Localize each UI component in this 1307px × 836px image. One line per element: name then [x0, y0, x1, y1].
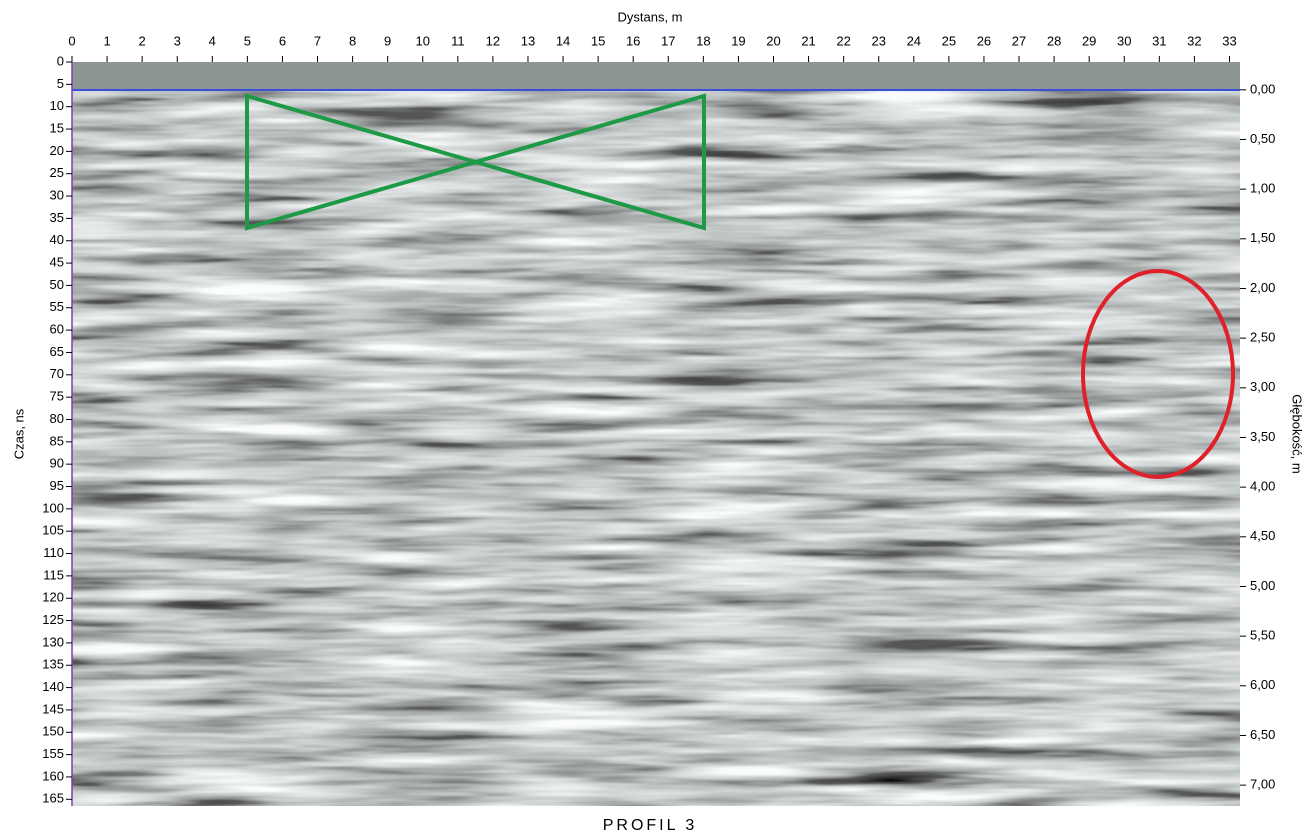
x-axis-title: Dystans, m	[617, 9, 682, 24]
y-tick-label: 80	[50, 411, 64, 426]
y-tick-label: 135	[42, 657, 64, 672]
y-tick-label: 90	[50, 456, 64, 471]
y-tick-label: 130	[42, 634, 64, 649]
y-tick-label: 45	[50, 255, 64, 270]
y-tick-label: 75	[50, 389, 64, 404]
y2-tick-label: 3,00	[1250, 379, 1275, 394]
x-tick-label: 13	[521, 33, 535, 48]
y-tick-label: 40	[50, 232, 64, 247]
y-tick-label: 105	[42, 523, 64, 538]
x-tick-label: 26	[977, 33, 991, 48]
y2-tick-label: 5,00	[1250, 578, 1275, 593]
x-tick-label: 28	[1047, 33, 1061, 48]
y2-tick-label: 2,00	[1250, 280, 1275, 295]
x-tick-label: 23	[871, 33, 885, 48]
y2-tick-label: 1,00	[1250, 181, 1275, 196]
y2-axis-title: Głębokość, m	[1290, 394, 1305, 473]
x-tick-label: 29	[1082, 33, 1096, 48]
y2-tick-label: 5,50	[1250, 628, 1275, 643]
y-tick-label: 10	[50, 98, 64, 113]
y2-tick-label: 1,50	[1250, 230, 1275, 245]
x-tick-label: 18	[696, 33, 710, 48]
y-tick-label: 0	[57, 53, 64, 68]
y-tick-label: 100	[42, 500, 64, 515]
ellipse-annotation	[1081, 269, 1235, 479]
x-tick-label: 22	[836, 33, 850, 48]
x-tick-label: 11	[451, 33, 465, 48]
y-tick-label: 20	[50, 143, 64, 158]
y2-tick-label: 2,50	[1250, 330, 1275, 345]
x-tick-label: 14	[556, 33, 570, 48]
y-tick-label: 15	[50, 120, 64, 135]
y-tick-label: 140	[42, 679, 64, 694]
x-tick-label: 24	[907, 33, 921, 48]
y2-tick-label: 6,50	[1250, 727, 1275, 742]
x-tick-label: 5	[244, 33, 251, 48]
x-tick-label: 7	[314, 33, 321, 48]
y-tick-label: 95	[50, 478, 64, 493]
x-tick-label: 12	[486, 33, 500, 48]
x-tick-label: 15	[591, 33, 605, 48]
y-tick-label: 30	[50, 187, 64, 202]
x-tick-label: 1	[103, 33, 110, 48]
y2-tick-label: 4,00	[1250, 479, 1275, 494]
x-tick-label: 17	[661, 33, 675, 48]
y-tick-label: 25	[50, 165, 64, 180]
x-tick-label: 20	[766, 33, 780, 48]
x-tick-label: 9	[384, 33, 391, 48]
x-tick-label: 2	[139, 33, 146, 48]
caption: PROFIL 3	[603, 817, 698, 834]
y2-tick-label: 0,50	[1250, 131, 1275, 146]
y-tick-label: 110	[43, 545, 64, 560]
x-tick-label: 0	[68, 33, 75, 48]
x-tick-label: 16	[626, 33, 640, 48]
y-tick-label: 145	[42, 701, 64, 716]
y2-tick-label: 0,00	[1250, 81, 1275, 96]
x-tick-label: 21	[801, 33, 815, 48]
y-tick-label: 70	[50, 366, 64, 381]
y-tick-label: 155	[42, 746, 64, 761]
y-tick-label: 160	[42, 768, 64, 783]
x-tick-label: 6	[279, 33, 286, 48]
radargram-image	[72, 62, 1240, 806]
y-tick-label: 55	[50, 299, 64, 314]
x-tick-label: 25	[942, 33, 956, 48]
x-tick-label: 27	[1012, 33, 1026, 48]
y-tick-label: 150	[42, 724, 64, 739]
x-tick-label: 4	[209, 33, 216, 48]
x-tick-label: 3	[174, 33, 181, 48]
x-tick-label: 30	[1117, 33, 1131, 48]
y-tick-label: 5	[57, 76, 64, 91]
x-tick-label: 10	[416, 33, 430, 48]
x-tick-label: 33	[1222, 33, 1236, 48]
y-tick-label: 125	[42, 612, 64, 627]
air-band	[72, 62, 1240, 90]
y2-tick-label: 4,50	[1250, 528, 1275, 543]
y-tick-label: 85	[50, 433, 64, 448]
y-tick-label: 50	[50, 277, 64, 292]
y-axis-title: Czas, ns	[11, 408, 26, 459]
x-tick-label: 32	[1187, 33, 1201, 48]
x-tick-label: 19	[731, 33, 745, 48]
y-tick-label: 65	[50, 344, 64, 359]
y2-tick-label: 7,00	[1250, 777, 1275, 792]
y-tick-label: 35	[50, 210, 64, 225]
y2-tick-label: 6,00	[1250, 677, 1275, 692]
x-tick-label: 8	[349, 33, 356, 48]
y-tick-label: 115	[43, 567, 64, 582]
y2-tick-label: 3,50	[1250, 429, 1275, 444]
y-tick-label: 120	[42, 590, 64, 605]
y-tick-label: 165	[42, 791, 64, 806]
x-tick-label: 31	[1152, 33, 1166, 48]
y-tick-label: 60	[50, 322, 64, 337]
